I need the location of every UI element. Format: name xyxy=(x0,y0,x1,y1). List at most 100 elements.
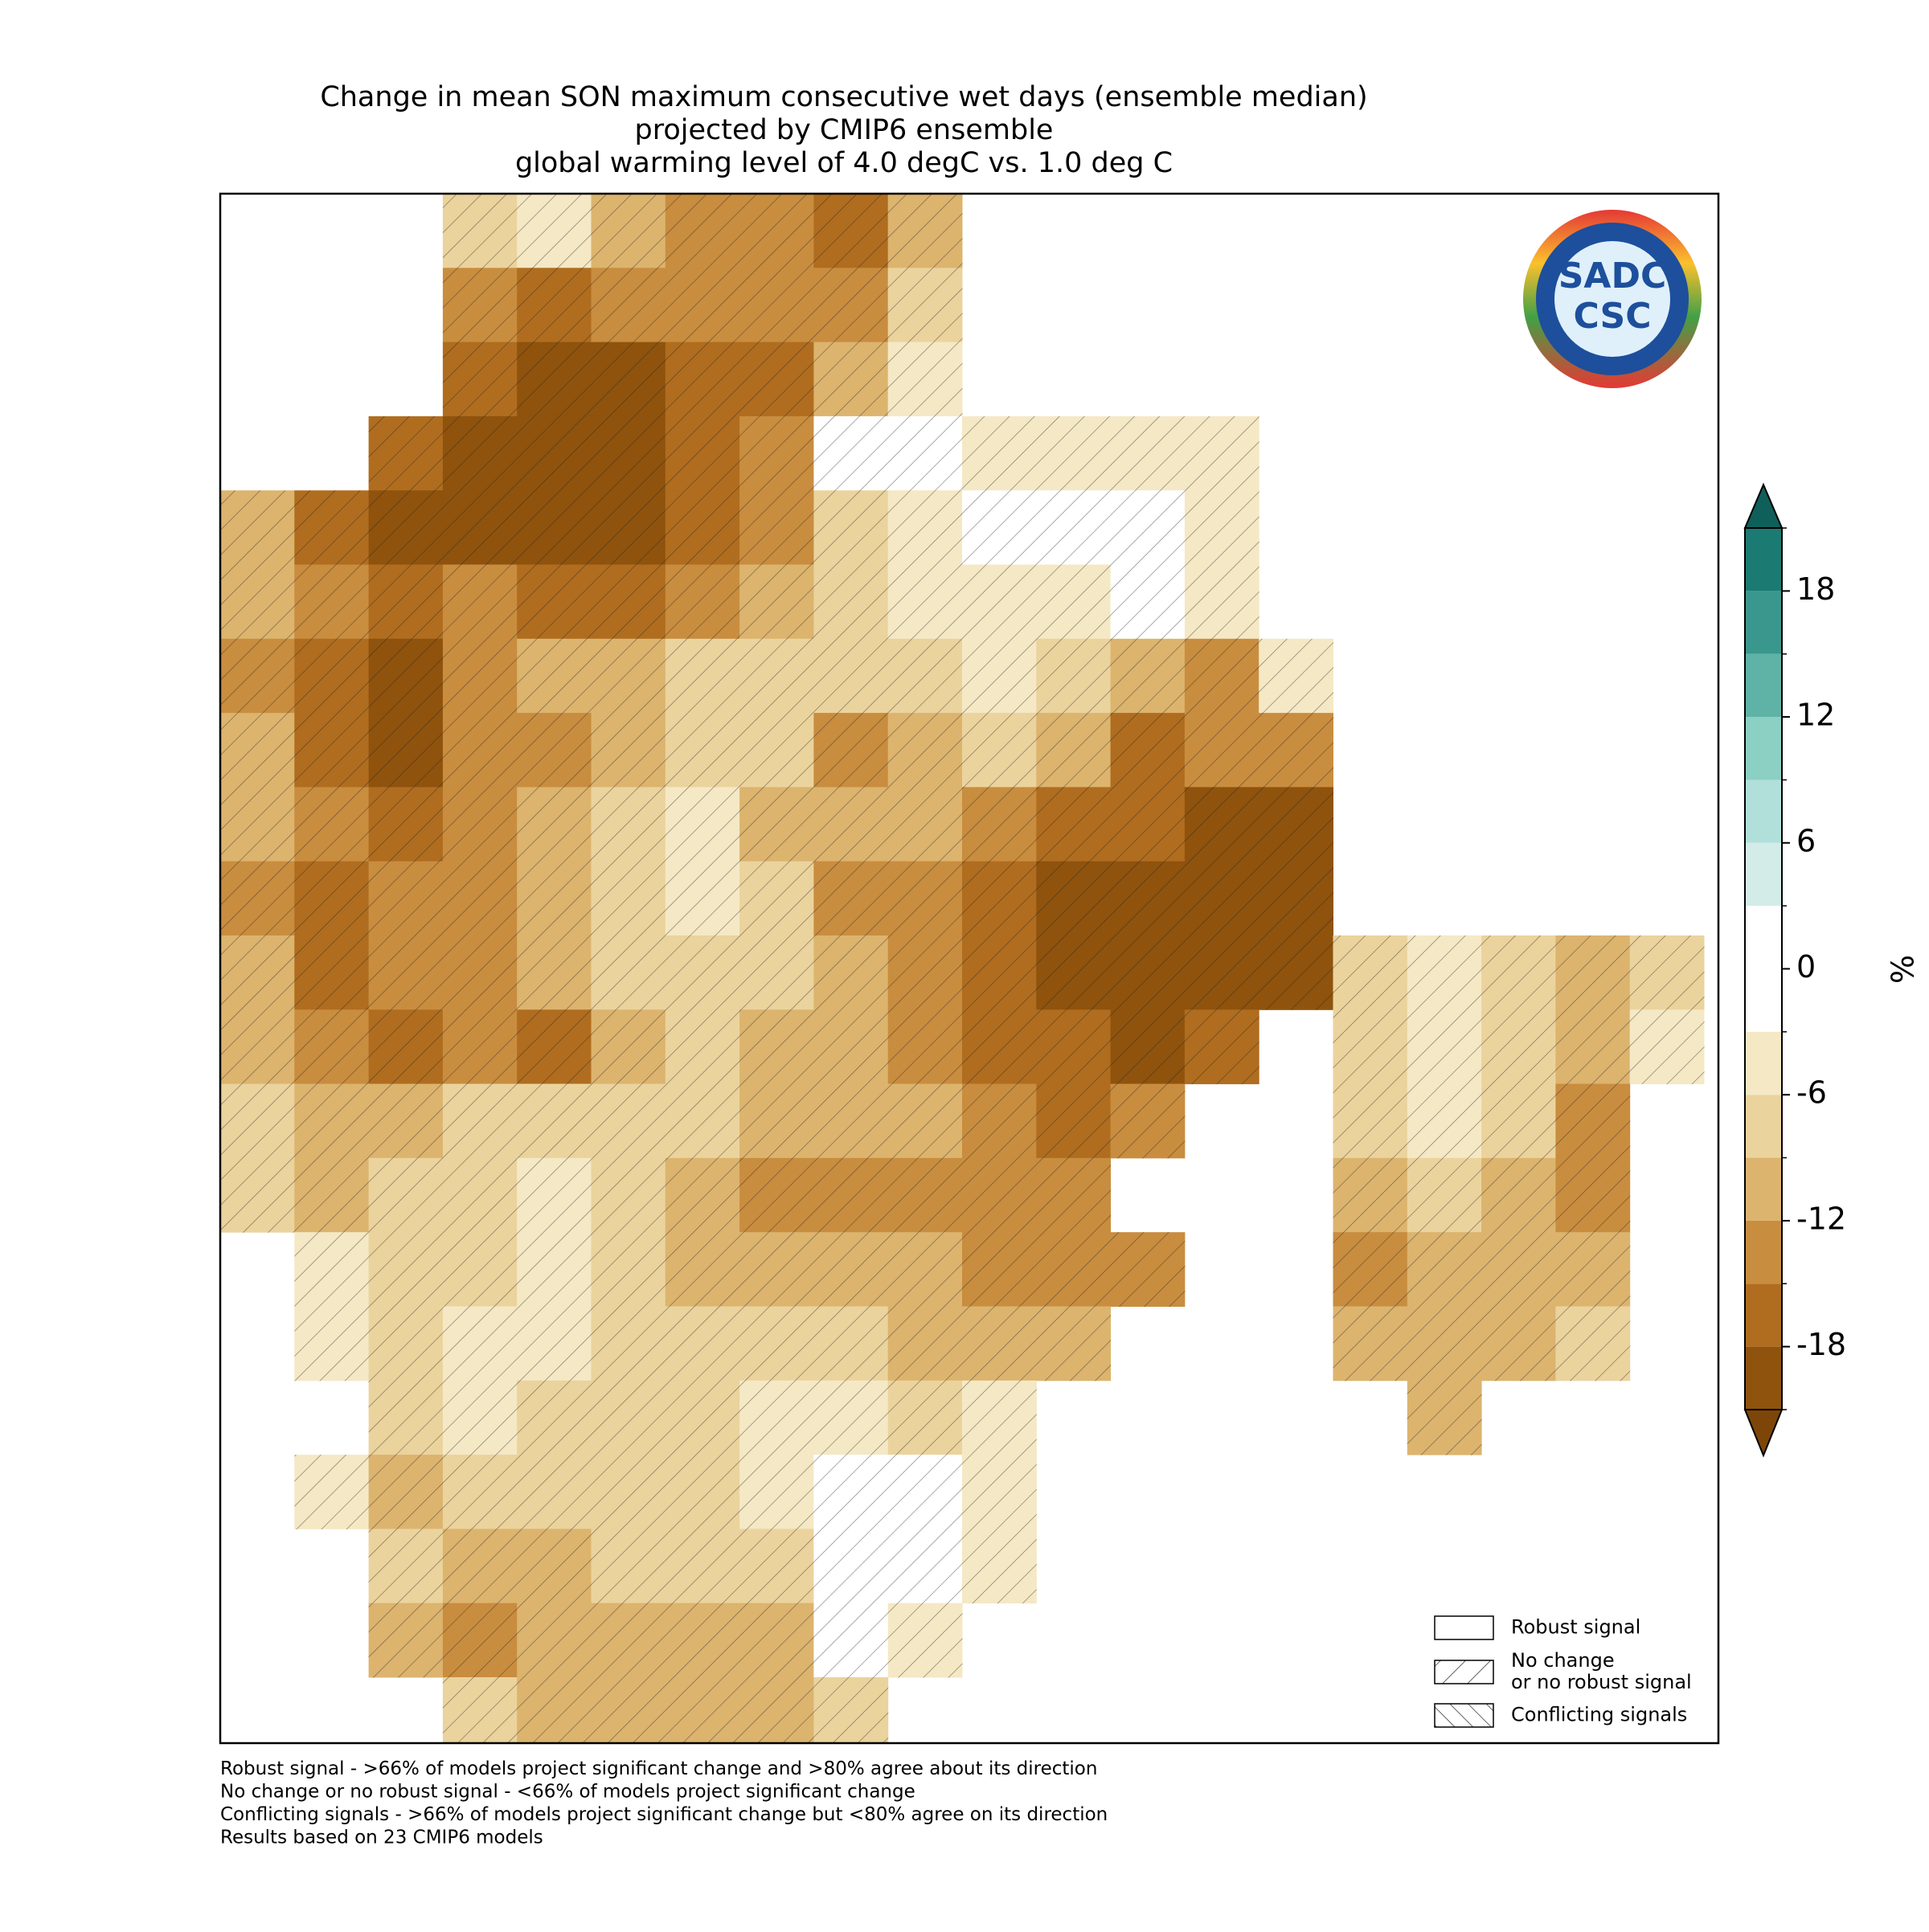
hatch xyxy=(887,268,963,343)
hatch xyxy=(813,1529,889,1604)
hatch xyxy=(739,638,814,714)
title-line: Change in mean SON maximum consecutive w… xyxy=(320,81,1367,113)
hatch xyxy=(591,490,666,565)
hatch xyxy=(368,713,444,788)
hatch xyxy=(813,935,889,1010)
hatch xyxy=(220,564,295,640)
hatch xyxy=(591,1529,666,1604)
title-line: global warming level of 4.0 degC vs. 1.0… xyxy=(515,147,1173,179)
hatch xyxy=(442,1009,518,1085)
colorbar-tick-label: 18 xyxy=(1796,571,1835,607)
hatch xyxy=(962,861,1037,936)
colorbar-segment xyxy=(1745,1095,1782,1158)
hatch xyxy=(442,1232,518,1307)
hatch xyxy=(368,861,444,936)
hatch xyxy=(368,415,444,491)
hatch xyxy=(739,935,814,1010)
hatch xyxy=(591,713,666,788)
hatch xyxy=(1333,1232,1408,1307)
hatch xyxy=(665,1232,740,1307)
hatch xyxy=(1036,1009,1112,1085)
hatch xyxy=(739,1009,814,1085)
hatch xyxy=(220,861,295,936)
hatch xyxy=(294,1232,370,1307)
hatch xyxy=(887,1232,963,1307)
hatch xyxy=(962,1232,1037,1307)
hatch xyxy=(517,1009,592,1085)
hatch xyxy=(294,1009,370,1085)
hatch xyxy=(1110,1232,1186,1307)
hatch xyxy=(962,1157,1037,1233)
hatch xyxy=(665,1677,740,1743)
hatch xyxy=(591,342,666,417)
hatch xyxy=(1036,787,1112,862)
legend-swatch xyxy=(1434,1660,1494,1684)
hatch xyxy=(813,194,889,268)
hatch xyxy=(591,1083,666,1159)
hatch xyxy=(1333,1306,1408,1381)
hatch xyxy=(887,638,963,714)
hatch xyxy=(294,1306,370,1381)
hatch xyxy=(962,1306,1037,1381)
footnote: Conflicting signals - >66% of models pro… xyxy=(220,1804,1108,1825)
hatch xyxy=(220,1083,295,1159)
hatch xyxy=(591,787,666,862)
colorbar-segment xyxy=(1745,1157,1782,1221)
hatch xyxy=(442,1306,518,1381)
hatch xyxy=(368,1232,444,1307)
hatch xyxy=(1110,490,1186,565)
hatch xyxy=(962,1529,1037,1604)
hatch xyxy=(368,638,444,714)
hatch xyxy=(517,1380,592,1455)
hatch xyxy=(665,1009,740,1085)
hatch xyxy=(442,1380,518,1455)
hatch xyxy=(1036,1232,1112,1307)
hatch xyxy=(962,1009,1037,1085)
colorbar-segment xyxy=(1745,1220,1782,1284)
hatch xyxy=(1110,713,1186,788)
hatch xyxy=(1184,638,1259,714)
hatch xyxy=(1407,1232,1482,1307)
hatch xyxy=(739,713,814,788)
hatch xyxy=(887,1157,963,1233)
hatch xyxy=(294,490,370,565)
hatch xyxy=(1110,564,1186,640)
hatch xyxy=(1555,935,1631,1010)
hatch xyxy=(665,268,740,343)
hatch xyxy=(1555,1009,1631,1085)
hatch xyxy=(591,1677,666,1743)
hatch xyxy=(517,490,592,565)
hatch xyxy=(442,787,518,862)
legend-swatch xyxy=(1434,1615,1494,1640)
colorbar-tick-label: 6 xyxy=(1796,823,1816,858)
hatch xyxy=(1333,1157,1408,1233)
hatch xyxy=(368,564,444,640)
hatch xyxy=(442,1529,518,1604)
hatch xyxy=(1407,935,1482,1010)
hatch xyxy=(1036,1083,1112,1159)
hatch xyxy=(1259,713,1333,788)
hatch xyxy=(442,564,518,640)
colorbar-tick-label: -6 xyxy=(1796,1075,1827,1111)
hatch xyxy=(813,1602,889,1678)
hatch xyxy=(813,342,889,417)
hatch xyxy=(665,194,740,268)
hatch xyxy=(813,787,889,862)
hatch xyxy=(739,787,814,862)
hatch xyxy=(294,935,370,1010)
hatch xyxy=(1184,1009,1259,1085)
hatch xyxy=(591,564,666,640)
hatch xyxy=(813,268,889,343)
hatch xyxy=(517,564,592,640)
footnote: Results based on 23 CMIP6 models xyxy=(220,1828,543,1848)
map-frame xyxy=(219,192,1720,1745)
hatch xyxy=(220,935,295,1010)
hatch xyxy=(591,268,666,343)
hatch xyxy=(1629,935,1705,1010)
hatch xyxy=(962,638,1037,714)
colorbar-tick-label: 12 xyxy=(1796,698,1835,733)
colorbar-extend-bottom xyxy=(1743,1409,1784,1458)
colorbar-extend-top xyxy=(1743,482,1784,529)
hatch xyxy=(517,638,592,714)
hatch xyxy=(368,787,444,862)
